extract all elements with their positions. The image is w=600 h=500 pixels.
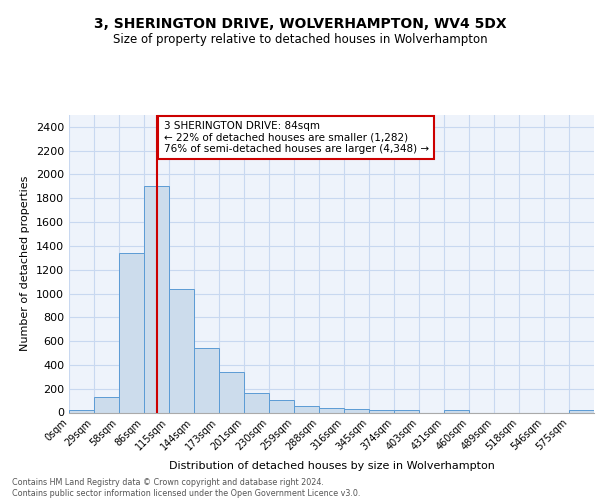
Text: 3 SHERINGTON DRIVE: 84sqm
← 22% of detached houses are smaller (1,282)
76% of se: 3 SHERINGTON DRIVE: 84sqm ← 22% of detac…: [163, 121, 428, 154]
Bar: [94, 397, 119, 412]
Text: Contains HM Land Registry data © Crown copyright and database right 2024.
Contai: Contains HM Land Registry data © Crown c…: [12, 478, 361, 498]
Bar: [319, 408, 344, 412]
Bar: [294, 406, 319, 412]
Bar: [344, 409, 369, 412]
Text: 3, SHERINGTON DRIVE, WOLVERHAMPTON, WV4 5DX: 3, SHERINGTON DRIVE, WOLVERHAMPTON, WV4 …: [94, 18, 506, 32]
Bar: [569, 410, 594, 412]
Bar: [119, 253, 144, 412]
Bar: [169, 288, 194, 412]
Bar: [244, 393, 269, 412]
Y-axis label: Number of detached properties: Number of detached properties: [20, 176, 31, 352]
Bar: [269, 400, 294, 412]
X-axis label: Distribution of detached houses by size in Wolverhampton: Distribution of detached houses by size …: [169, 460, 494, 470]
Bar: [194, 348, 219, 412]
Bar: [444, 410, 469, 412]
Bar: [394, 410, 419, 412]
Bar: [69, 410, 94, 412]
Bar: [369, 410, 394, 412]
Bar: [219, 372, 244, 412]
Bar: [144, 186, 169, 412]
Text: Size of property relative to detached houses in Wolverhampton: Size of property relative to detached ho…: [113, 32, 487, 46]
